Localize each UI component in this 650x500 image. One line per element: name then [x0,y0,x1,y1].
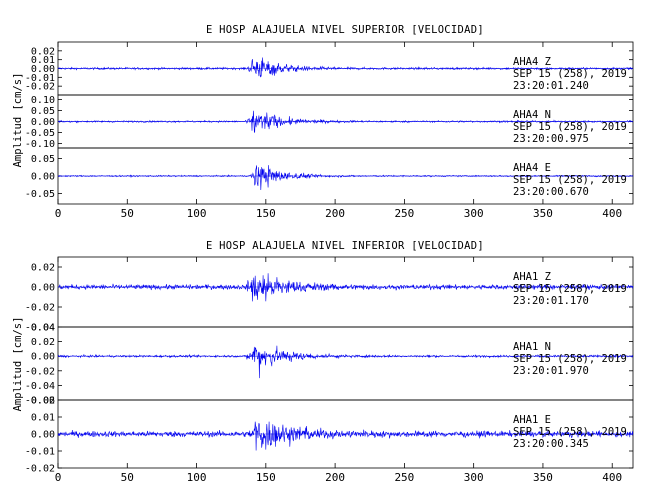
waveform-AHA1-Z [57,273,634,302]
y-tick-label: -0.02 [25,464,55,475]
y-tick-label: 0.00 [31,283,55,294]
y-tick-label: 0.00 [31,430,55,441]
x-tick-label: 200 [325,471,345,484]
x-tick-label: 150 [256,207,276,220]
y-tick-label: -0.04 [25,381,55,392]
y-tick-label: 0.10 [31,95,55,106]
y-tick-label: 0.05 [31,106,55,117]
y-tick-label: 0.02 [31,46,55,57]
y-tick-label: -0.02 [25,82,55,93]
trace-date-label: SEP 15 (258), 2019 [513,426,627,438]
x-tick-label: 300 [464,471,484,484]
y-tick-label: -0.04 [25,323,55,334]
x-tick-label: 300 [464,207,484,220]
trace-time-label: 23:20:00.670 [513,186,589,198]
x-tick-label: 150 [256,471,276,484]
trace-date-label: SEP 15 (258), 2019 [513,68,627,80]
x-tick-label: 350 [533,207,553,220]
y-tick-label: -0.05 [25,128,55,139]
y-tick-label: -0.01 [25,73,55,84]
y-tick-label: 0.00 [31,172,55,183]
chart-title-inferior: E HOSP ALAJUELA NIVEL INFERIOR [VELOCIDA… [206,240,484,252]
x-tick-label: 0 [55,471,62,484]
x-tick-label: 200 [325,207,345,220]
waveform-AHA1-E [57,421,634,451]
x-tick-label: 0 [55,207,62,220]
x-tick-label: 250 [394,207,414,220]
trace-date-label: SEP 15 (258), 2019 [513,121,627,133]
trace-date-label: SEP 15 (258), 2019 [513,283,627,295]
trace-date-label: SEP 15 (258), 2019 [513,174,627,186]
x-tick-label: 400 [602,207,622,220]
trace-station-label: AHA4 E [513,162,551,174]
x-tick-label: 400 [602,471,622,484]
y-tick-label: -0.02 [25,366,55,377]
trace-time-label: 23:20:01.170 [513,295,589,307]
y-tick-label: -0.05 [25,189,55,200]
trace-station-label: AHA4 N [513,109,551,121]
x-tick-label: 50 [121,207,134,220]
trace-time-label: 23:20:00.345 [513,438,589,450]
y-tick-label: 0.00 [31,117,55,128]
y-tick-label: -0.10 [25,139,55,150]
y-tick-label: 0.02 [31,263,55,274]
trace-time-label: 23:20:00.975 [513,133,589,145]
y-tick-label: 0.02 [31,337,55,348]
x-tick-label: 50 [121,471,134,484]
y-tick-label: 0.00 [31,64,55,75]
x-tick-label: 250 [394,471,414,484]
trace-station-label: AHA4 Z [513,56,551,68]
y-axis-label-superior: Amplitud [cm/s] [12,73,24,168]
chart-title-superior: E HOSP ALAJUELA NIVEL SUPERIOR [VELOCIDA… [206,24,484,36]
y-tick-label: 0.05 [31,154,55,165]
trace-station-label: AHA1 Z [513,271,551,283]
trace-station-label: AHA1 N [513,341,551,353]
trace-station-label: AHA1 E [513,414,551,426]
y-tick-label: 0.01 [31,55,55,66]
y-tick-label: 0.01 [31,413,55,424]
y-tick-label: 0.00 [31,352,55,363]
y-axis-label-inferior: Amplitud [cm/s] [12,317,24,412]
trace-time-label: 23:20:01.240 [513,80,589,92]
y-tick-label: -0.01 [25,447,55,458]
x-tick-label: 350 [533,471,553,484]
trace-date-label: SEP 15 (258), 2019 [513,353,627,365]
y-tick-label: -0.02 [25,303,55,314]
y-tick-label: 0.02 [31,396,55,407]
trace-time-label: 23:20:01.970 [513,365,589,377]
x-tick-label: 100 [187,471,207,484]
x-tick-label: 100 [187,207,207,220]
y-tick-label: 0.04 [31,323,55,334]
y-tick-label: -0.06 [25,396,55,407]
